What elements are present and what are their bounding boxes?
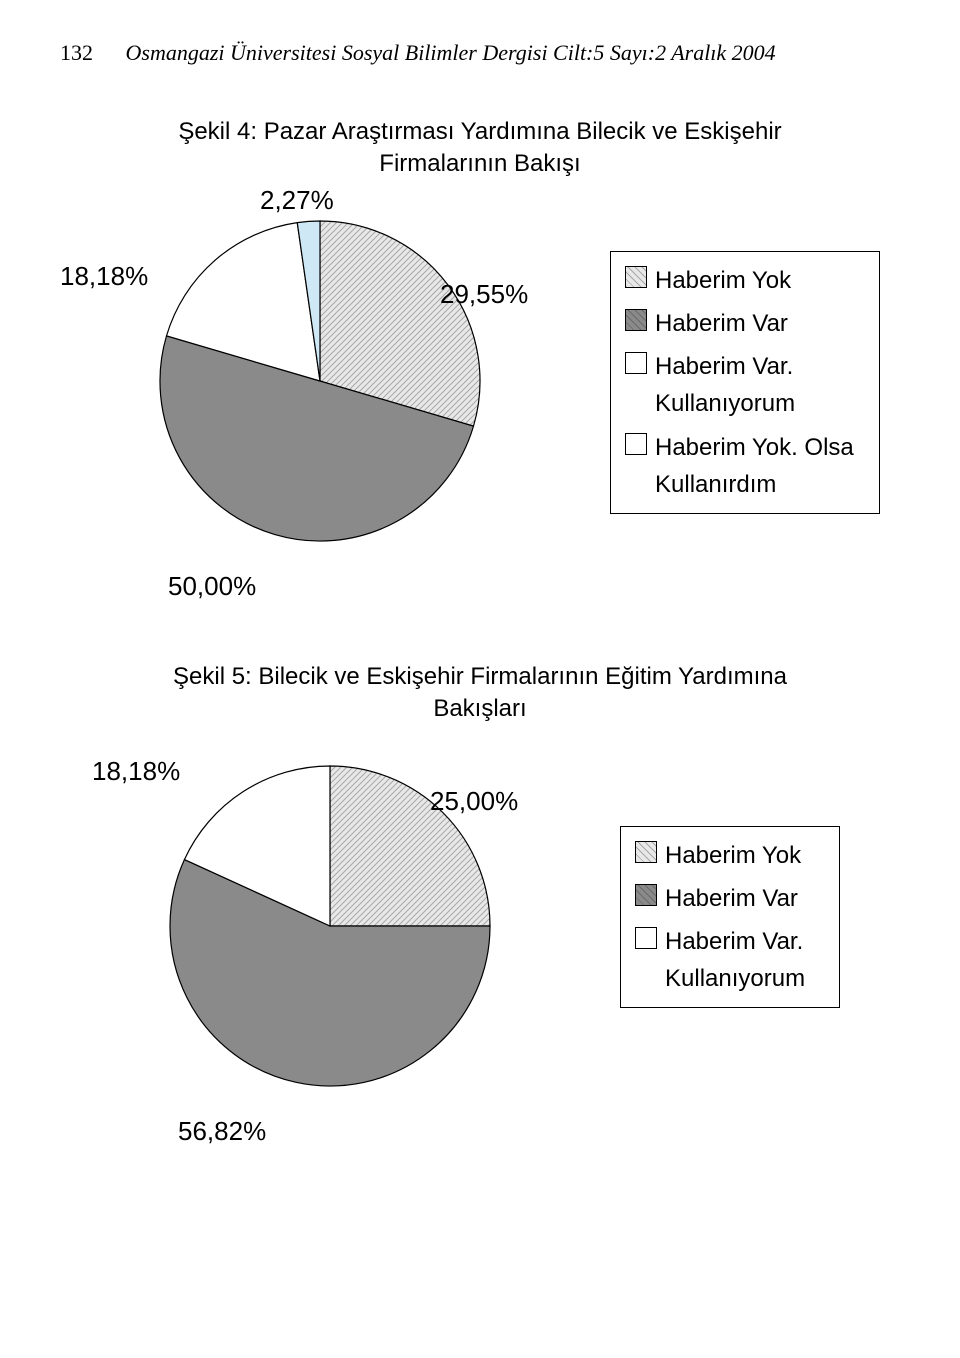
page-number: 132 xyxy=(60,40,120,66)
legend-item: Haberim Var xyxy=(625,305,865,342)
legend-text: Haberim Var. Kullanıyorum xyxy=(655,348,795,422)
legend-item: Haberim Var. Kullanıyorum xyxy=(635,923,825,997)
chart-2: Şekil 5: Bilecik ve Eskişehir Firmaların… xyxy=(60,661,900,1136)
legend-swatch xyxy=(625,433,647,455)
chart-2-area: 25,00%56,82%18,18%Haberim YokHaberim Var… xyxy=(60,736,900,1136)
legend-swatch xyxy=(635,927,657,949)
legend-item: Haberim Yok. Olsa Kullanırdım xyxy=(625,429,865,503)
chart-1-area: 29,55%50,00%18,18%2,27%Haberim YokHaberi… xyxy=(60,191,900,591)
page-header: 132 Osmangazi Üniversitesi Sosyal Biliml… xyxy=(60,40,900,66)
pie-pct-label: 18,18% xyxy=(92,756,180,787)
legend: Haberim Yok Haberim Var Haberim Var. Kulla… xyxy=(620,826,840,1009)
legend-text: Haberim Yok xyxy=(655,262,791,299)
legend-swatch xyxy=(625,309,647,331)
journal-title: Osmangazi Üniversitesi Sosyal Bilimler D… xyxy=(126,40,776,65)
chart-1: Şekil 4: Pazar Araştırması Yardımına Bil… xyxy=(60,116,900,591)
pie-pct-label: 50,00% xyxy=(168,571,256,602)
legend-text: Haberim Var xyxy=(655,305,788,342)
chart-2-title-line1: Şekil 5: Bilecik ve Eskişehir Firmaların… xyxy=(173,663,787,690)
chart-1-title-line2: Firmalarının Bakışı xyxy=(379,150,580,177)
legend-item: Haberim Yok xyxy=(625,262,865,299)
legend-text: Haberim Yok. Olsa Kullanırdım xyxy=(655,429,854,503)
pie-pct-label: 29,55% xyxy=(440,279,528,310)
pie-pct-label: 25,00% xyxy=(430,786,518,817)
legend-text: Haberim Var xyxy=(665,880,798,917)
chart-2-title-line2: Bakışları xyxy=(433,695,526,722)
pie-chart xyxy=(150,211,490,551)
legend-swatch xyxy=(625,266,647,288)
legend-swatch xyxy=(625,352,647,374)
legend-text: Haberim Var. Kullanıyorum xyxy=(665,923,805,997)
legend-text: Haberim Yok xyxy=(665,837,801,874)
legend-item: Haberim Var. Kullanıyorum xyxy=(625,348,865,422)
pie-pct-label: 56,82% xyxy=(178,1116,266,1147)
legend: Haberim Yok Haberim Var Haberim Var. Kulla… xyxy=(610,251,880,514)
legend-item: Haberim Var xyxy=(635,880,825,917)
legend-swatch xyxy=(635,884,657,906)
chart-1-title-line1: Şekil 4: Pazar Araştırması Yardımına Bil… xyxy=(178,118,781,145)
legend-item: Haberim Yok xyxy=(635,837,825,874)
pie-pct-label: 2,27% xyxy=(260,185,334,216)
chart-2-title: Şekil 5: Bilecik ve Eskişehir Firmaların… xyxy=(60,661,900,726)
chart-1-title: Şekil 4: Pazar Araştırması Yardımına Bil… xyxy=(60,116,900,181)
pie-pct-label: 18,18% xyxy=(60,261,148,292)
page: 132 Osmangazi Üniversitesi Sosyal Biliml… xyxy=(0,0,960,1358)
legend-swatch xyxy=(635,841,657,863)
